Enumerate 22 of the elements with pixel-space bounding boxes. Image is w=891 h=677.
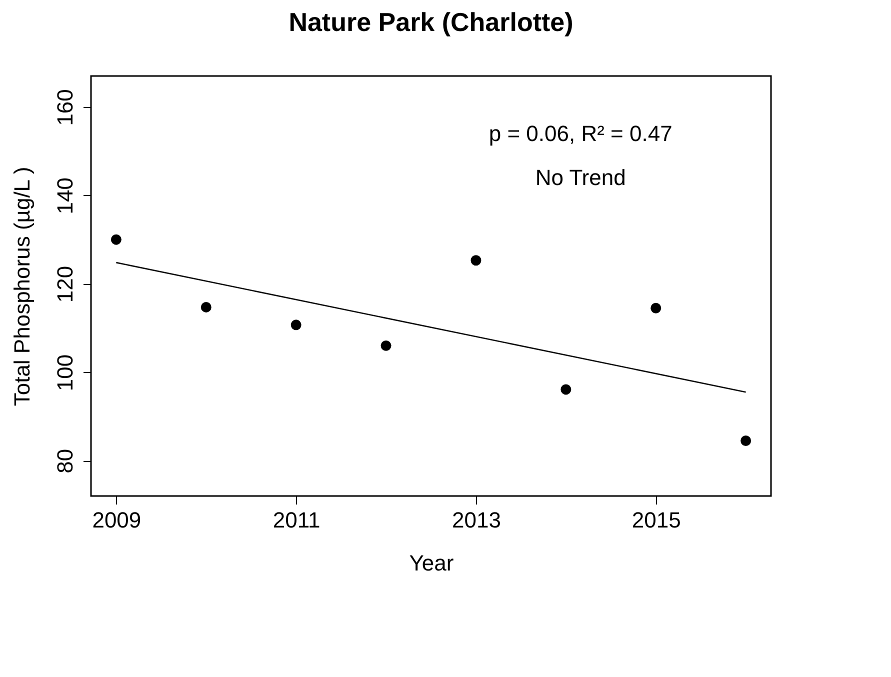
annotation: p = 0.06, R² = 0.47 <box>488 121 672 146</box>
x-tick-label: 2015 <box>632 508 681 532</box>
x-axis-title: Year <box>409 550 454 576</box>
point <box>560 384 572 395</box>
y-tick-label: 80 <box>52 448 78 474</box>
x-tick-label: 2011 <box>272 508 320 532</box>
point <box>740 436 752 446</box>
y-tick-label: 100 <box>52 354 78 392</box>
chart-title: Nature Park (Charlotte) <box>288 7 574 37</box>
point <box>110 234 122 245</box>
x-tick-label: 2013 <box>452 508 501 532</box>
annotation: No Trend <box>535 165 626 190</box>
point <box>290 320 302 330</box>
y-tick-label: 160 <box>52 89 78 126</box>
point <box>200 302 212 312</box>
point <box>380 340 392 351</box>
point <box>470 255 482 266</box>
x-tick-label: 2009 <box>92 508 142 532</box>
y-axis-title: Total Phosphorus (µg/L ) <box>10 166 34 406</box>
y-tick-label: 140 <box>52 178 78 214</box>
y-tick-label: 120 <box>52 266 78 303</box>
point <box>650 302 662 314</box>
